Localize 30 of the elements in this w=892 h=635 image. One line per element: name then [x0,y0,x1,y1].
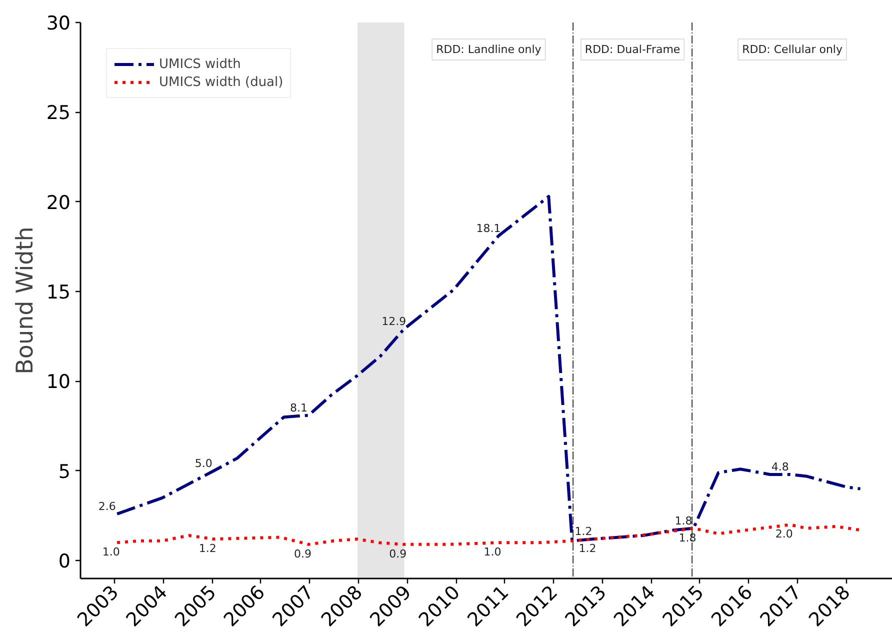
data-label: 8.1 [290,401,308,414]
data-label: 2.0 [775,528,793,541]
legend-label: UMICS width [159,56,241,72]
data-label: 0.9 [294,547,312,560]
data-label: 1.2 [578,542,596,556]
y-axis-title: Bound Width [12,226,38,374]
data-label: 2.6 [98,500,116,513]
data-label: 0.9 [389,547,407,560]
data-label: 1.0 [102,546,120,559]
data-label: 1.2 [574,525,592,538]
legend-label: UMICS width (dual) [159,74,284,90]
data-label: 12.9 [382,315,406,328]
data-label: 1.0 [484,546,502,559]
data-label: 1.8 [678,531,696,544]
y-tick-label: 0 [58,550,71,573]
line-series [116,194,862,542]
data-label: 5.0 [194,456,212,470]
data-label: 1.8 [674,514,692,528]
y-tick-label: 15 [46,282,71,304]
data-label: 18.1 [476,222,501,235]
y-tick-label: 30 [46,12,71,34]
y-tick-label: 20 [46,192,71,214]
annotation: RDD: Landline only [436,43,542,56]
y-tick-label: 10 [46,371,71,394]
y-tick-label: 25 [46,102,71,124]
data-label: 1.2 [198,542,216,556]
data-label: 4.8 [771,460,789,474]
y-tick-label: 5 [58,460,71,483]
annotation: RDD: Dual-Frame [584,43,680,56]
annotation: RDD: Cellular only [742,43,843,56]
